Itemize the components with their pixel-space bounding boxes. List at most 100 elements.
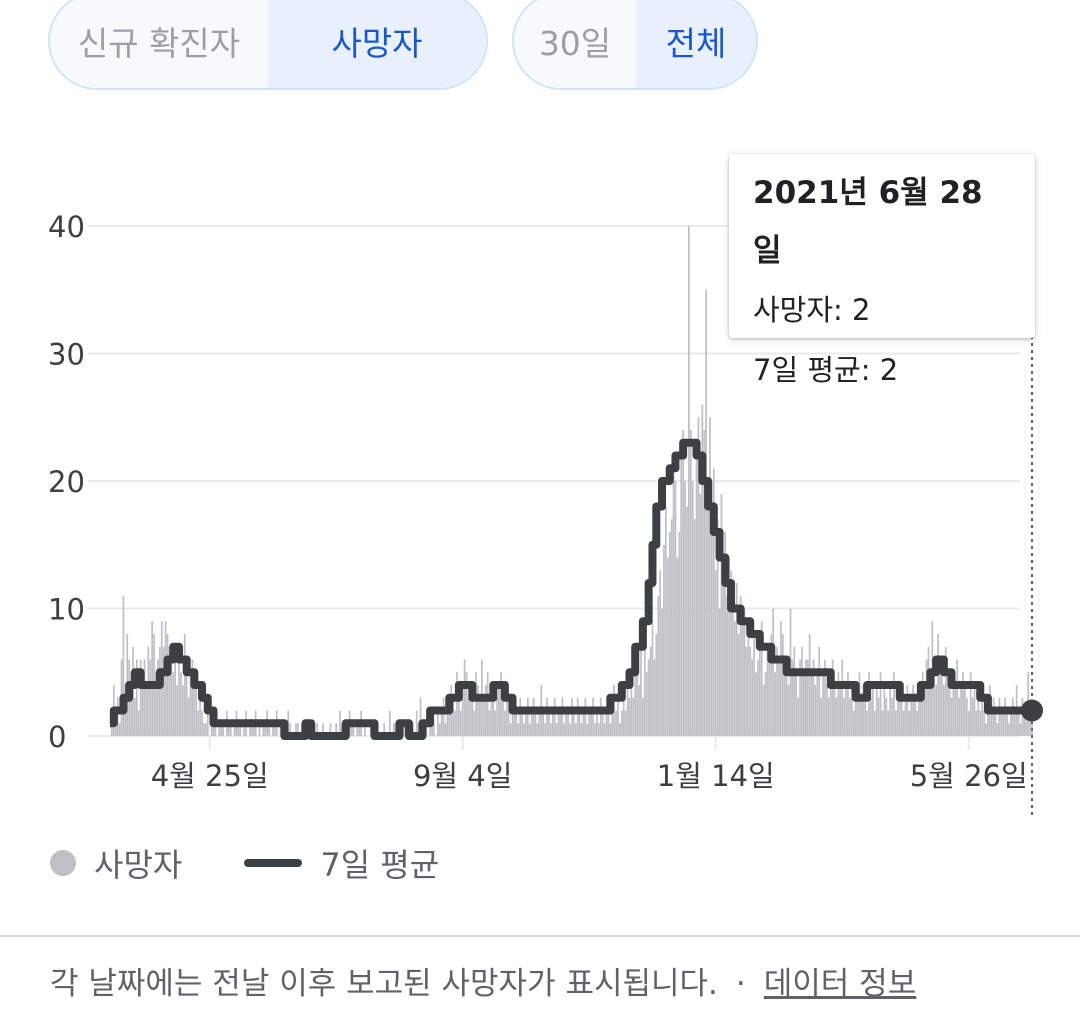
metric-toggle: 신규 확진자 사망자 xyxy=(48,0,488,90)
bar xyxy=(672,455,675,736)
bar xyxy=(505,685,508,736)
bar xyxy=(350,723,353,736)
tab-30-days[interactable]: 30일 xyxy=(514,0,636,88)
bar xyxy=(492,697,495,736)
bar xyxy=(626,672,629,736)
bar xyxy=(649,646,652,736)
bar xyxy=(158,646,161,736)
bar xyxy=(561,697,564,736)
y-tick-label: 20 xyxy=(48,465,85,499)
bar xyxy=(252,723,255,736)
bar xyxy=(189,672,192,736)
bar xyxy=(484,685,487,736)
bar xyxy=(793,646,796,736)
bar xyxy=(647,659,650,736)
bar xyxy=(603,723,606,736)
bar xyxy=(477,685,479,736)
divider xyxy=(0,935,1080,937)
bar xyxy=(471,697,474,736)
bar xyxy=(689,430,692,736)
bar xyxy=(896,697,899,736)
bar xyxy=(743,608,746,736)
bar xyxy=(716,519,719,736)
bar xyxy=(1019,723,1022,736)
bar xyxy=(973,685,976,736)
bar xyxy=(712,468,715,736)
bar xyxy=(433,723,435,736)
bar xyxy=(753,634,755,736)
bar xyxy=(814,685,817,736)
bar xyxy=(820,697,823,736)
range-toggle: 30일 전체 xyxy=(512,0,758,90)
bar xyxy=(592,697,594,736)
bar xyxy=(504,710,506,736)
bar xyxy=(975,710,978,736)
bar xyxy=(921,672,924,736)
bar xyxy=(695,455,698,736)
deaths-chart[interactable]: 0 10 20 30 40 4월 25일 9월 4일 1월 14일 5월 26일 xyxy=(0,130,1080,830)
bar xyxy=(778,659,780,736)
bar xyxy=(843,697,846,736)
bar xyxy=(642,697,644,736)
bar xyxy=(678,532,681,736)
bar xyxy=(760,621,763,736)
bar xyxy=(210,723,213,736)
tab-all-time[interactable]: 전체 xyxy=(636,0,756,88)
bar xyxy=(440,710,443,736)
bar xyxy=(804,685,807,736)
bar xyxy=(747,634,750,736)
bar xyxy=(181,685,184,736)
bar xyxy=(632,697,635,736)
bar xyxy=(983,710,985,736)
bar xyxy=(967,710,970,736)
bar xyxy=(599,697,602,736)
bar xyxy=(607,697,610,736)
bar xyxy=(183,634,186,736)
bar xyxy=(339,710,341,736)
bar xyxy=(925,659,928,736)
bar xyxy=(827,697,830,736)
bar xyxy=(532,697,535,736)
bar xyxy=(916,710,918,736)
bar xyxy=(289,723,292,736)
bar xyxy=(816,672,819,736)
bar xyxy=(990,710,993,736)
data-info-link[interactable]: 데이터 정보 xyxy=(763,966,917,1002)
bar xyxy=(597,723,600,736)
tab-deaths[interactable]: 사망자 xyxy=(268,0,486,88)
bar xyxy=(559,710,562,736)
bar xyxy=(1017,710,1020,736)
bar xyxy=(881,710,884,736)
bar xyxy=(780,621,782,736)
bar xyxy=(149,659,152,736)
bar xyxy=(889,685,892,736)
bar xyxy=(609,723,612,736)
bar xyxy=(525,710,527,736)
bar xyxy=(151,621,154,736)
bar xyxy=(898,685,901,736)
bar xyxy=(619,723,621,736)
bar xyxy=(665,506,667,736)
bar xyxy=(707,506,709,736)
bar xyxy=(180,672,182,736)
tab-new-cases[interactable]: 신규 확진자 xyxy=(50,0,268,88)
bar xyxy=(714,570,717,736)
bar xyxy=(918,685,920,736)
bar xyxy=(174,659,177,736)
bar xyxy=(458,697,460,736)
bar xyxy=(849,697,851,736)
deaths-legend-dot-icon xyxy=(50,850,76,876)
bar xyxy=(693,519,696,736)
bar xyxy=(941,659,943,736)
bar xyxy=(444,723,447,736)
bar xyxy=(452,697,454,736)
bar xyxy=(168,646,171,736)
bar xyxy=(546,697,548,736)
bar xyxy=(634,672,637,736)
bar xyxy=(567,710,569,736)
bar xyxy=(651,621,654,736)
bar xyxy=(553,697,556,736)
bar xyxy=(952,672,955,736)
bar xyxy=(164,621,167,736)
bar xyxy=(758,646,761,736)
